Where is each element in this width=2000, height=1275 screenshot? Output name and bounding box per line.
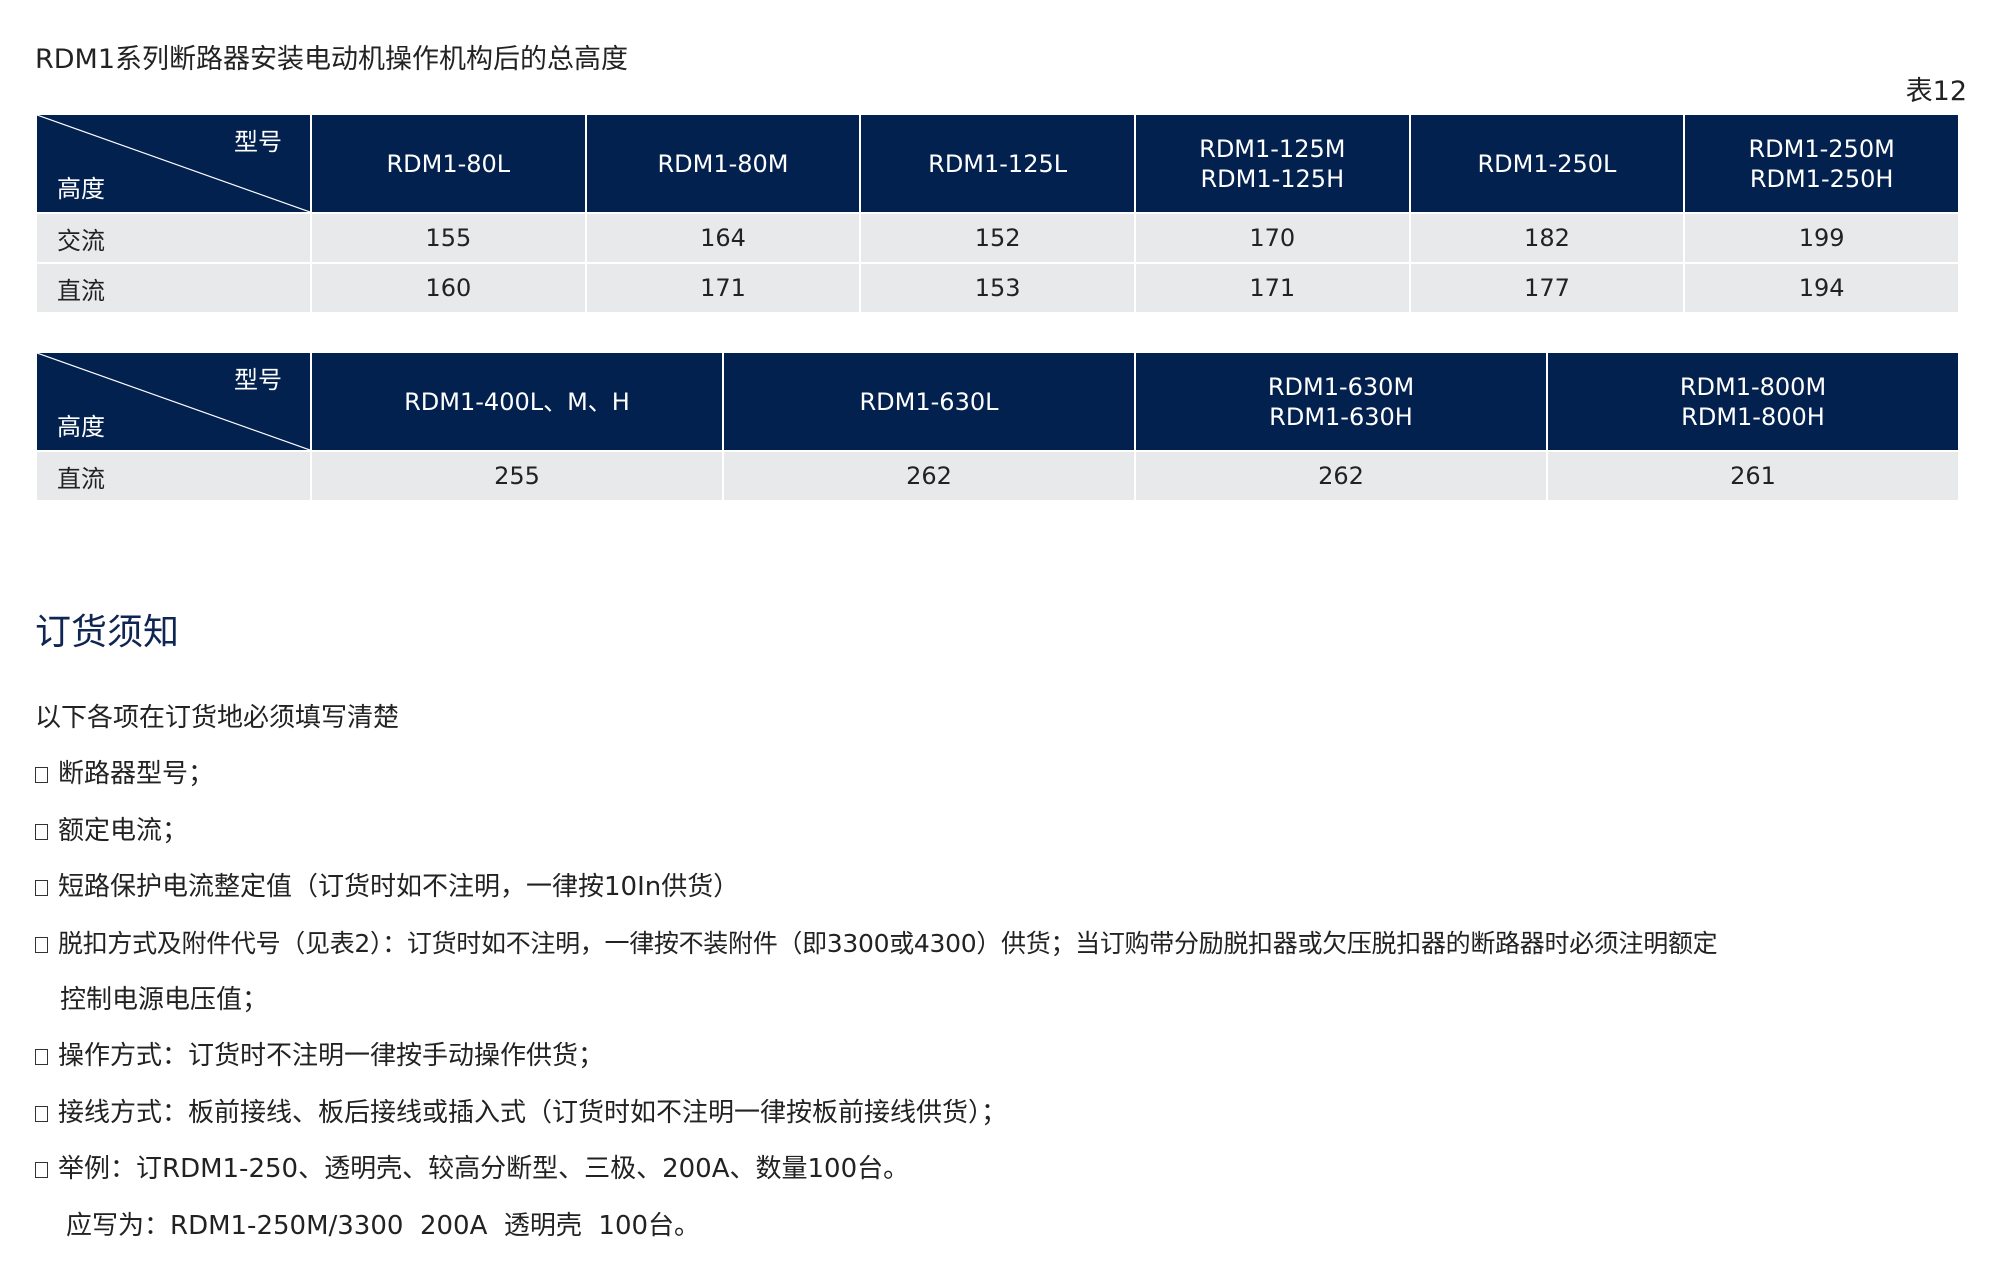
table-row: 交流 155 164 152 170 182 199	[35, 212, 1960, 264]
checkbox-icon	[35, 1106, 48, 1122]
table-cell: 177	[1408, 262, 1686, 314]
column-header: RDM1-250M RDM1-250H	[1683, 113, 1960, 214]
column-header: RDM1-630M RDM1-630H	[1134, 351, 1548, 452]
column-header: RDM1-250L	[1408, 113, 1686, 214]
diagonal-divider	[37, 353, 310, 450]
row-label: 直流	[35, 450, 312, 502]
height-label: 高度	[57, 175, 105, 203]
table-cell: 171	[1133, 262, 1411, 314]
height-table-2: 型号 高度 RDM1-400L、M、H RDM1-630L RDM1-630M R…	[35, 351, 1960, 502]
model-label: 型号	[234, 128, 282, 156]
diagonal-divider	[37, 115, 310, 212]
model-label: 型号	[234, 366, 282, 394]
column-header: RDM1-800M RDM1-800H	[1546, 351, 1960, 452]
order-item: 接线方式：板前接线、板后接线或插入式（订货时如不注明一律按板前接线供货）；	[35, 1096, 1007, 1130]
corner-header: 型号 高度	[35, 113, 312, 214]
row-label: 直流	[35, 262, 312, 314]
column-header: RDM1-125M RDM1-125H	[1133, 113, 1411, 214]
model-name: RDM1-630L	[859, 387, 999, 416]
checkbox-icon	[35, 937, 48, 953]
table-cell: 152	[859, 212, 1136, 264]
table-cell: 160	[310, 262, 587, 314]
order-item: 短路保护电流整定值（订货时如不注明，一律按10In供货）	[35, 870, 739, 904]
table-cell: 261	[1546, 450, 1960, 502]
height-table-1: 型号 高度 RDM1-80L RDM1-80M RDM1-125L RDM1-1…	[35, 113, 1960, 314]
model-name: RDM1-250L	[1477, 149, 1617, 178]
row-label: 交流	[35, 212, 312, 264]
order-item: 举例：订RDM1-250、透明壳、较高分断型、三极、200A、数量100台。	[35, 1152, 909, 1186]
order-item-text: 断路器型号；	[58, 759, 215, 789]
order-item-text: 脱扣方式及附件代号（见表2）：订货时如不注明，一律按不装附件（即3300或430…	[58, 929, 1718, 958]
order-item-text: 额定电流；	[58, 816, 189, 846]
table-cell: 182	[1408, 212, 1686, 264]
checkbox-icon	[35, 880, 48, 896]
order-intro: 以下各项在订货地必须填写清楚	[35, 703, 400, 733]
table-cell: 155	[310, 212, 587, 264]
order-item-text: 操作方式：订货时不注明一律按手动操作供货；	[58, 1041, 605, 1071]
header-row: 型号 高度 RDM1-400L、M、H RDM1-630L RDM1-630M R…	[35, 351, 1960, 452]
table-cell: 255	[310, 450, 724, 502]
table-cell: 262	[1134, 450, 1548, 502]
table-number: 表12	[1905, 76, 1967, 107]
table-cell: 170	[1133, 212, 1411, 264]
order-item: 断路器型号；	[35, 757, 214, 791]
table-cell: 171	[584, 262, 862, 314]
table-cell: 164	[584, 212, 862, 264]
corner-header: 型号 高度	[35, 351, 312, 452]
model-name: RDM1-80M	[657, 149, 789, 178]
model-name: RDM1-125M	[1199, 134, 1346, 163]
model-name: RDM1-250M	[1748, 134, 1895, 163]
table-cell: 153	[859, 262, 1136, 314]
model-name: RDM1-800M	[1679, 372, 1827, 401]
checkbox-icon	[35, 824, 48, 840]
order-item: 操作方式：订货时不注明一律按手动操作供货；	[35, 1039, 604, 1073]
model-name: RDM1-630H	[1269, 402, 1413, 431]
header-row: 型号 高度 RDM1-80L RDM1-80M RDM1-125L RDM1-1…	[35, 113, 1960, 214]
model-name: RDM1-125H	[1200, 164, 1345, 193]
checkbox-icon	[35, 767, 48, 783]
section-title: RDM1系列断路器安装电动机操作机构后的总高度	[35, 44, 629, 75]
table-row: 直流 160 171 153 171 177 194	[35, 262, 1960, 314]
column-header: RDM1-80M	[584, 113, 862, 214]
column-header: RDM1-630L	[722, 351, 1136, 452]
order-item: 脱扣方式及附件代号（见表2）：订货时如不注明，一律按不装附件（即3300或430…	[35, 927, 1718, 961]
model-name: RDM1-125L	[928, 149, 1068, 178]
model-name: RDM1-630M	[1267, 372, 1415, 401]
table-row: 直流 255 262 262 261	[35, 450, 1960, 502]
order-notes-heading: 订货须知	[35, 612, 180, 653]
table-cell: 194	[1683, 262, 1960, 314]
order-item-text: 短路保护电流整定值（订货时如不注明，一律按10In供货）	[58, 872, 740, 902]
order-item-text: 举例：订RDM1-250、透明壳、较高分断型、三极、200A、数量100台。	[58, 1154, 910, 1184]
height-label: 高度	[57, 413, 105, 441]
column-header: RDM1-400L、M、H	[310, 351, 724, 452]
model-name: RDM1-400L、M、H	[404, 387, 630, 416]
checkbox-icon	[35, 1049, 48, 1065]
column-header: RDM1-80L	[310, 113, 587, 214]
checkbox-icon	[35, 1162, 48, 1178]
order-item-text: 接线方式：板前接线、板后接线或插入式（订货时如不注明一律按板前接线供货）；	[58, 1098, 1008, 1128]
model-name: RDM1-80L	[386, 149, 511, 178]
column-header: RDM1-125L	[859, 113, 1136, 214]
table-cell: 199	[1683, 212, 1960, 264]
table-cell: 262	[722, 450, 1136, 502]
order-item: 额定电流；	[35, 814, 188, 848]
model-name: RDM1-800H	[1681, 402, 1825, 431]
order-item-continuation: 控制电源电压值；	[60, 985, 269, 1015]
model-name: RDM1-250H	[1749, 164, 1894, 193]
order-example: 应写为：RDM1-250M/3300 200A 透明壳 100台。	[66, 1211, 701, 1241]
